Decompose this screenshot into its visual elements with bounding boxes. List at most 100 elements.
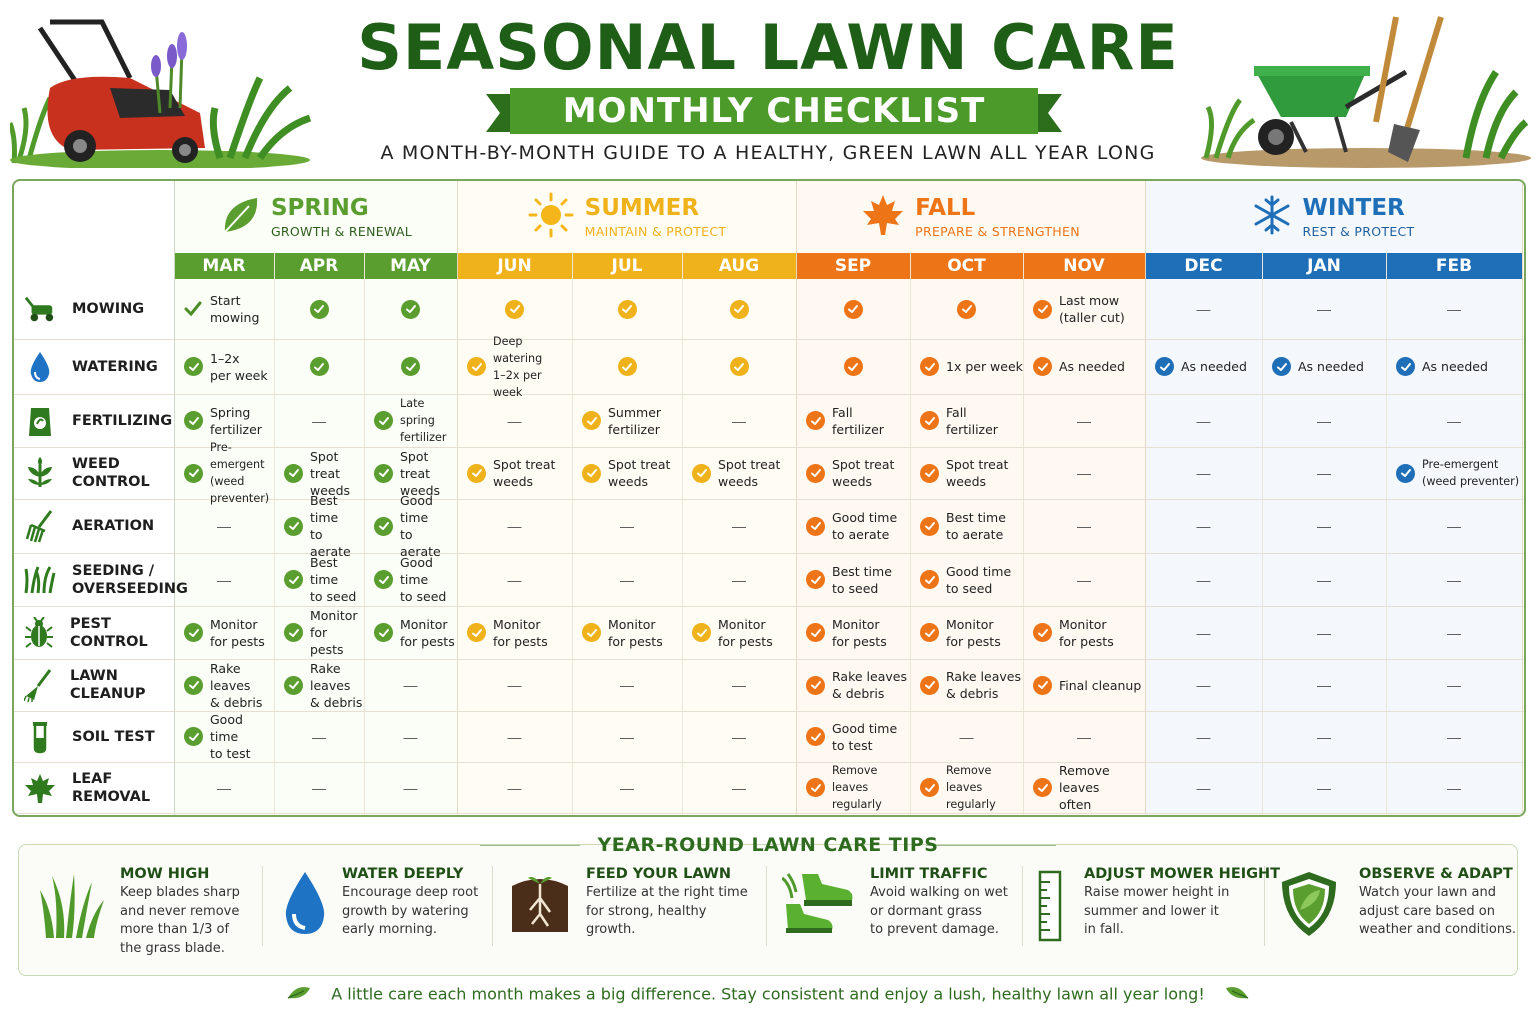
page-title: SEASONAL LAWN CARE	[357, 11, 1179, 84]
empty-dash: —	[1447, 518, 1461, 534]
empty-dash: —	[1317, 624, 1331, 641]
check-circle-icon	[729, 299, 749, 319]
check-circle-icon	[1033, 623, 1052, 642]
row-label-text: LEAF REMOVAL	[72, 770, 151, 805]
check-circle-icon	[692, 463, 711, 483]
tip-item: WATER DEEPLY Encourage deep root growth b…	[342, 864, 478, 940]
tip-body: Encourage deep root growth by watering e…	[342, 885, 479, 937]
tip-body: Keep blades sharp and never remove more …	[120, 885, 240, 956]
cell-lawn-cleanup-sep: Rake leaves & debris	[796, 659, 910, 711]
cell-leaf-removal-jun: —	[457, 762, 572, 813]
empty-dash: —	[1317, 677, 1331, 693]
cell-aeration-mar: —	[174, 499, 274, 553]
season-header-fall: FALL PREPARE & STRENGTHEN	[796, 181, 1145, 253]
cell-leaf-removal-mar: —	[174, 762, 274, 813]
tips-separator	[262, 866, 263, 946]
grid-hline	[14, 711, 1524, 712]
check-circle-icon	[843, 299, 863, 319]
tips-panel	[18, 844, 1518, 976]
grid-hline	[14, 659, 1524, 660]
season-subtitle: MAINTAIN & PROTECT	[584, 224, 727, 239]
cell-leaf-removal-jan: —	[1262, 762, 1386, 813]
bug-icon	[24, 616, 54, 649]
cell-soil-test-aug: —	[682, 711, 796, 762]
shield-icon	[1280, 870, 1338, 943]
cell-seeding-overseeding-jun: —	[457, 553, 572, 606]
row-label-text: LAWN CLEANUP	[70, 668, 146, 702]
check-circle-icon	[920, 463, 939, 483]
cell-watering-mar: 1–2x per week	[174, 339, 274, 394]
check-circle-icon	[184, 411, 203, 430]
cell-pest-control-jul: Monitor for pests	[572, 606, 682, 659]
cell-text: Best time to aerate	[310, 493, 351, 559]
leaf-icon	[1224, 984, 1250, 1006]
grid-hline	[14, 447, 1524, 448]
check-circle-icon	[582, 623, 601, 642]
month-header-feb: FEB	[1386, 253, 1522, 279]
row-label-text: AERATION	[72, 518, 155, 534]
cell-weed-control-dec: —	[1145, 447, 1262, 499]
grid-vline	[1023, 253, 1024, 815]
check-circle-icon	[843, 357, 863, 376]
cell-seeding-overseeding-jul: —	[572, 553, 682, 606]
check-circle-icon	[920, 675, 939, 695]
tip-item: ADJUST MOWER HEIGHT Raise mower height in…	[1084, 864, 1280, 940]
cell-weed-control-sep: Spot treat weeds	[796, 447, 910, 499]
row-label-text: MOWING	[72, 301, 145, 317]
season-subtitle: GROWTH & RENEWAL	[270, 224, 413, 239]
grass-seed-icon	[24, 564, 56, 596]
cell-text: Good time to aerate	[400, 493, 441, 559]
check-circle-icon	[806, 570, 825, 589]
check-circle-icon	[284, 516, 303, 536]
cell-weed-control-jul: Spot treat weeds	[572, 447, 682, 499]
empty-dash: —	[1077, 465, 1091, 481]
rake-icon	[24, 669, 54, 702]
cell-pest-control-may: Monitor for pests	[364, 606, 457, 659]
season-title-group: WINTER REST & PROTECT	[1302, 195, 1414, 239]
cell-text: Pre-emergent (weed preventer)	[210, 441, 270, 505]
grid-vline	[457, 181, 458, 815]
tip-body: Avoid walking on wet or dormant grass to…	[870, 885, 1008, 937]
snowflake-icon	[1252, 195, 1292, 240]
check-circle-icon	[467, 623, 486, 642]
cell-fertilizing-aug: —	[682, 394, 796, 447]
empty-dash: —	[1317, 571, 1331, 588]
tips-divider-left	[480, 845, 580, 846]
month-header-sep: SEP	[796, 253, 910, 279]
cell-mowing-dec: —	[1145, 279, 1262, 339]
cell-text: 1x per week	[946, 359, 1023, 374]
cell-aeration-may: Good time to aerate	[364, 493, 457, 559]
empty-dash: —	[732, 677, 746, 693]
water-drop-icon	[24, 351, 56, 383]
check-circle-icon	[617, 299, 637, 319]
grid-vline	[274, 253, 275, 815]
empty-dash: —	[1077, 728, 1091, 745]
cell-lawn-cleanup-aug: —	[682, 659, 796, 711]
empty-dash: —	[959, 728, 974, 745]
check-circle-icon	[692, 623, 711, 642]
cell-text: Monitor for pests	[1059, 616, 1114, 649]
tips-heading: YEAR-ROUND LAWN CARE TIPS	[597, 834, 939, 856]
cell-text: Remove leaves often	[1059, 763, 1110, 812]
empty-dash: —	[732, 779, 746, 796]
cell-weed-control-aug: Spot treat weeds	[682, 447, 796, 499]
check-circle-icon	[1396, 463, 1415, 483]
soil-roots-icon	[508, 870, 572, 941]
cell-pest-control-feb: —	[1386, 606, 1522, 659]
grid-vline	[1145, 181, 1146, 815]
check-circle-icon	[1396, 357, 1415, 376]
cell-text: As needed	[1059, 359, 1125, 374]
cell-leaf-removal-oct: Remove leaves regularly	[910, 762, 1023, 813]
cell-text: Final cleanup	[1059, 677, 1142, 693]
cell-soil-test-jun: —	[457, 711, 572, 762]
cell-text: Spring fertilizer	[210, 404, 262, 437]
cell-mowing-may	[364, 279, 457, 339]
tip-item: OBSERVE & ADAPT Watch your lawn and adjus…	[1359, 864, 1516, 940]
cell-soil-test-dec: —	[1145, 711, 1262, 762]
cell-pest-control-nov: Monitor for pests	[1023, 606, 1145, 659]
empty-dash: —	[620, 728, 634, 745]
banner-ribbon	[486, 88, 1062, 134]
cell-leaf-removal-sep: Remove leaves regularly	[796, 762, 910, 813]
cell-text: Spot treat weeds	[718, 457, 781, 489]
cell-fertilizing-may: Late spring fertilizer	[364, 394, 457, 447]
